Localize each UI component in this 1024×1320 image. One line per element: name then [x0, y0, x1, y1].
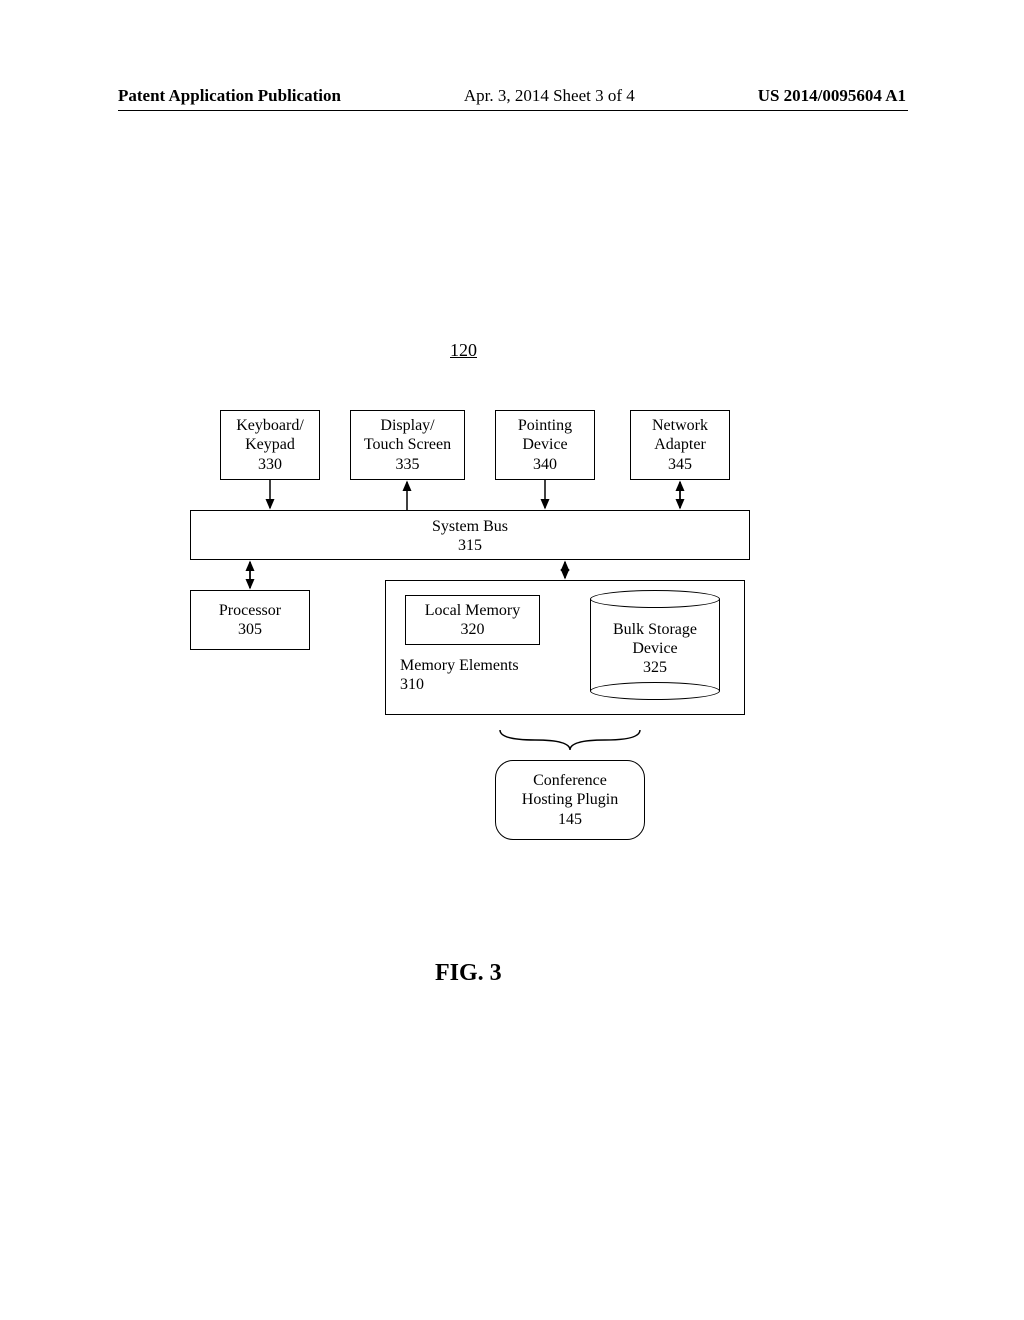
- node-display-line3: 335: [396, 455, 420, 474]
- header-date-sheet: Apr. 3, 2014 Sheet 3 of 4: [464, 86, 635, 106]
- header-publication: Patent Application Publication: [118, 86, 341, 106]
- figure-reference-number: 120: [450, 340, 477, 361]
- node-display: Display/ Touch Screen 335: [350, 410, 465, 480]
- node-conference-plugin-line3: 145: [558, 810, 582, 829]
- node-system-bus-line2: 315: [191, 536, 749, 555]
- node-pointing-line1: Pointing: [518, 416, 572, 435]
- node-local-memory-line2: 320: [461, 620, 485, 639]
- memory-elements-label-line2: 310: [400, 675, 519, 694]
- node-display-line2: Touch Screen: [364, 435, 451, 454]
- figure-3-diagram: 120 Keyboard/ Keypad 330 Display/ Touch …: [190, 360, 770, 920]
- node-network: Network Adapter 345: [630, 410, 730, 480]
- memory-elements-label: Memory Elements 310: [400, 656, 519, 694]
- node-processor: Processor 305: [190, 590, 310, 650]
- node-system-bus-line1: System Bus: [191, 517, 749, 536]
- node-keyboard-line3: 330: [258, 455, 282, 474]
- figure-caption: FIG. 3: [435, 960, 502, 987]
- node-bulk-storage-line2: Device: [590, 639, 720, 658]
- node-network-line1: Network: [652, 416, 708, 435]
- page-header: Patent Application Publication Apr. 3, 2…: [0, 86, 1024, 106]
- node-pointing: Pointing Device 340: [495, 410, 595, 480]
- node-bulk-storage-line3: 325: [590, 658, 720, 677]
- node-bulk-storage: Bulk Storage Device 325: [590, 590, 720, 700]
- node-keyboard-line1: Keyboard/: [236, 416, 304, 435]
- node-pointing-line2: Device: [522, 435, 567, 454]
- node-processor-line2: 305: [238, 620, 262, 639]
- node-display-line1: Display/: [380, 416, 434, 435]
- node-network-line2: Adapter: [654, 435, 706, 454]
- node-system-bus: System Bus 315: [190, 510, 750, 560]
- node-conference-plugin-line2: Hosting Plugin: [522, 790, 618, 809]
- header-rule: [118, 110, 908, 111]
- node-network-line3: 345: [668, 455, 692, 474]
- node-conference-plugin: Conference Hosting Plugin 145: [495, 760, 645, 840]
- node-keyboard: Keyboard/ Keypad 330: [220, 410, 320, 480]
- node-processor-line1: Processor: [219, 601, 281, 620]
- node-bulk-storage-line1: Bulk Storage: [590, 620, 720, 639]
- node-local-memory-line1: Local Memory: [425, 601, 521, 620]
- memory-elements-label-line1: Memory Elements: [400, 656, 519, 675]
- node-conference-plugin-line1: Conference: [533, 771, 607, 790]
- node-local-memory: Local Memory 320: [405, 595, 540, 645]
- node-keyboard-line2: Keypad: [245, 435, 295, 454]
- node-pointing-line3: 340: [533, 455, 557, 474]
- header-patent-id: US 2014/0095604 A1: [758, 86, 906, 106]
